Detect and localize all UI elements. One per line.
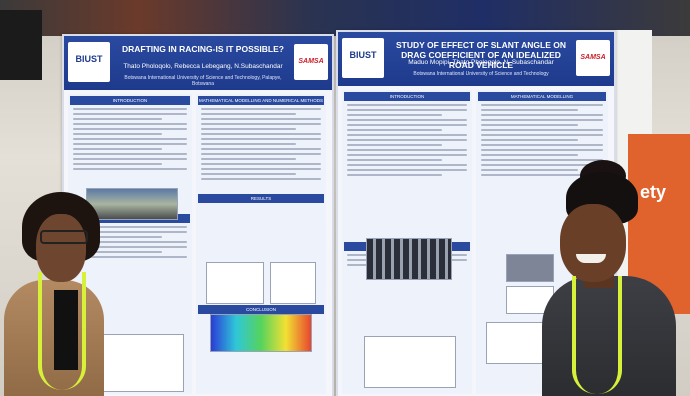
poster-authors: Maduo Mopipi, Thato Pholoqolo, N. Subasc… (408, 59, 554, 66)
section-heading: MATHEMATICAL MODELLING AND NUMERICAL MET… (198, 96, 324, 105)
poster-drafting-in-racing: BIUST DRAFTING IN RACING-IS IT POSSIBLE?… (62, 34, 334, 396)
vehicle-model-photo (366, 238, 452, 280)
lanyard (38, 272, 86, 390)
racing-cars-photo (86, 188, 178, 220)
poster-column-left: INTRODUCTION DESCRIPTION OF THE PROJECT (342, 90, 472, 394)
mesh-image (506, 254, 554, 282)
person-right-face (560, 204, 626, 282)
person-left-face (36, 214, 86, 282)
poster-header: BIUST DRAFTING IN RACING-IS IT POSSIBLE?… (64, 36, 332, 90)
biust-logo: BIUST (342, 38, 384, 78)
results-table (270, 262, 316, 304)
glasses (40, 230, 88, 244)
section-heading: INTRODUCTION (70, 96, 190, 105)
samsa-logo: SAMSA (576, 40, 610, 76)
samsa-logo: SAMSA (294, 44, 328, 80)
poster-header: BIUST STUDY OF EFFECT OF SLANT ANGLE ON … (338, 32, 614, 86)
poster-title: DRAFTING IN RACING-IS IT POSSIBLE? (122, 44, 284, 54)
poster-authors: Thato Pholoqolo, Rebecca Lebegang, N.Sub… (123, 63, 283, 70)
biust-logo: BIUST (68, 42, 110, 82)
vehicle-geometry-diagram (364, 336, 456, 388)
poster-column-right: MATHEMATICAL MODELLING AND NUMERICAL MET… (196, 94, 326, 394)
poster-affiliation: Botswana International University of Sci… (124, 75, 282, 87)
poster-title: STUDY OF EFFECT OF SLANT ANGLE ON DRAG C… (396, 40, 566, 70)
results-graph (206, 262, 264, 304)
domain-diagram (98, 334, 184, 392)
contour-plot (210, 314, 312, 352)
person-left-shirt (54, 290, 78, 370)
background-panel (0, 10, 42, 80)
background-sign-text: ety (640, 182, 667, 202)
drag-coefficient-graph (486, 322, 544, 364)
section-heading: INTRODUCTION (344, 92, 470, 101)
section-heading: RESULTS (198, 194, 324, 203)
lanyard (572, 276, 622, 394)
section-heading: CONCLUSION (198, 305, 324, 314)
poster-affiliation: Botswana International University of Sci… (413, 71, 549, 77)
section-heading: MATHEMATICAL MODELLING (478, 92, 606, 101)
smile (576, 254, 606, 263)
